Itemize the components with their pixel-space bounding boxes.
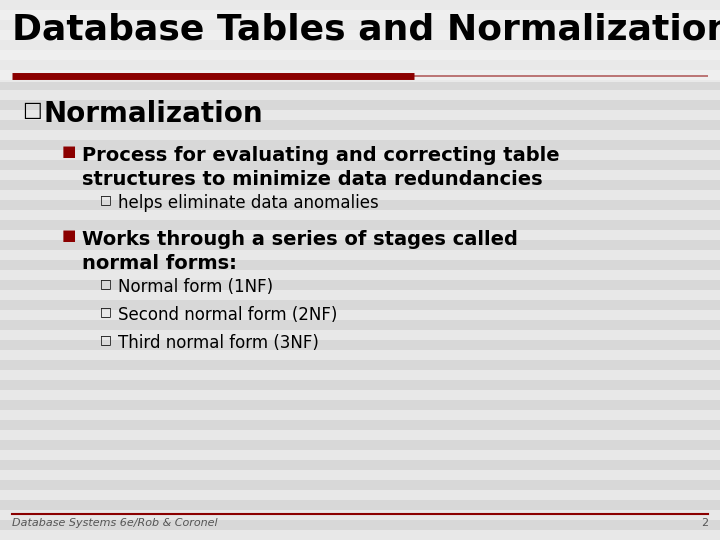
Bar [0,0,720,82]
Text: 2: 2 [701,518,708,528]
Bar [0,70,720,80]
Text: Second normal form (2NF): Second normal form (2NF) [118,306,338,324]
Bar [0,380,720,390]
Bar [0,150,720,160]
Text: Works through a series of stages called
normal forms:: Works through a series of stages called … [82,230,518,273]
Text: □: □ [100,333,112,346]
Bar [0,510,720,520]
Text: □: □ [22,100,42,120]
Bar [0,190,720,200]
Bar [0,50,720,60]
Text: Database Systems 6e/Rob & Coronel: Database Systems 6e/Rob & Coronel [12,518,217,528]
Bar [0,250,720,260]
Bar [0,90,720,100]
Bar [0,230,720,240]
Bar [0,500,720,510]
Text: ■: ■ [62,144,76,159]
Bar [0,210,720,220]
Bar [0,450,720,460]
Bar [0,100,720,110]
Bar [0,330,720,340]
Bar [0,290,720,300]
Bar [0,140,720,150]
Bar [0,390,720,400]
Bar [0,440,720,450]
Text: ■: ■ [62,228,76,243]
Text: helps eliminate data anomalies: helps eliminate data anomalies [118,194,379,212]
Bar [0,170,720,180]
Bar [0,370,720,380]
Bar [0,400,720,410]
Text: □: □ [100,277,112,290]
Bar [0,20,720,30]
Bar [0,490,720,500]
Text: Normal form (1NF): Normal form (1NF) [118,278,273,296]
Bar [0,430,720,440]
Bar [0,270,720,280]
Bar [0,200,720,210]
Bar [0,310,720,320]
Bar [0,530,720,540]
Bar [0,80,720,90]
Bar [0,110,720,120]
Bar [0,120,720,130]
Bar [0,480,720,490]
Text: Third normal form (3NF): Third normal form (3NF) [118,334,319,352]
Bar [0,0,720,10]
Bar [0,360,720,370]
Bar [0,420,720,430]
Bar [0,300,720,310]
Bar [0,520,720,530]
Bar [0,10,720,20]
Text: Process for evaluating and correcting table
structures to minimize data redundan: Process for evaluating and correcting ta… [82,146,559,189]
Bar [0,350,720,360]
Text: Normalization: Normalization [44,100,264,128]
Bar [0,410,720,420]
Bar [0,220,720,230]
Bar [0,460,720,470]
Bar [0,160,720,170]
Bar [0,240,720,250]
Text: □: □ [100,305,112,318]
Text: □: □ [100,193,112,206]
Bar [0,60,720,70]
Bar [0,280,720,290]
Bar [0,180,720,190]
Bar [0,130,720,140]
Bar [0,320,720,330]
Text: Database Tables and Normalization: Database Tables and Normalization [12,12,720,46]
Bar [0,340,720,350]
Bar [0,470,720,480]
Bar [0,30,720,40]
Bar [0,40,720,50]
Bar [0,260,720,270]
